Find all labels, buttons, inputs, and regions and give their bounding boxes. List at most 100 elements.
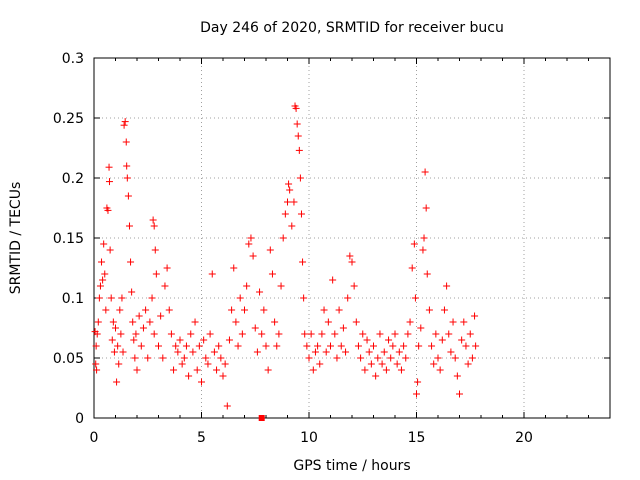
data-point bbox=[151, 246, 159, 254]
data-point bbox=[262, 342, 270, 350]
data-point bbox=[132, 330, 140, 338]
data-point bbox=[468, 354, 476, 362]
data-point bbox=[110, 348, 118, 356]
data-point bbox=[101, 270, 109, 278]
data-point bbox=[277, 282, 285, 290]
data-point bbox=[464, 360, 472, 368]
data-point bbox=[178, 360, 186, 368]
data-point bbox=[421, 168, 429, 176]
data-point bbox=[174, 348, 182, 356]
data-point bbox=[228, 306, 236, 314]
data-point bbox=[451, 354, 459, 362]
data-point bbox=[155, 342, 162, 350]
data-point bbox=[185, 372, 193, 380]
data-point bbox=[191, 318, 199, 326]
data-point bbox=[108, 336, 116, 344]
y-tick-label: 0.1 bbox=[62, 291, 84, 307]
data-point bbox=[285, 180, 293, 188]
data-point bbox=[466, 330, 474, 338]
y-tick-label: 0.15 bbox=[53, 231, 84, 247]
data-point bbox=[359, 330, 367, 338]
data-point bbox=[324, 318, 332, 326]
data-point bbox=[389, 342, 397, 350]
data-point bbox=[314, 342, 322, 350]
data-point bbox=[131, 354, 139, 362]
data-point bbox=[339, 324, 347, 332]
data-point bbox=[268, 270, 276, 278]
data-point bbox=[286, 186, 294, 194]
data-point bbox=[202, 354, 210, 362]
data-point bbox=[344, 294, 352, 302]
data-point bbox=[121, 118, 129, 126]
data-point bbox=[128, 288, 136, 296]
data-point bbox=[93, 330, 101, 338]
data-point bbox=[195, 342, 203, 350]
data-point bbox=[219, 372, 227, 380]
data-point bbox=[208, 270, 216, 278]
data-point bbox=[123, 162, 131, 170]
data-point bbox=[472, 342, 480, 350]
data-point bbox=[149, 216, 157, 224]
data-point bbox=[122, 138, 130, 146]
data-point bbox=[118, 294, 126, 302]
data-point bbox=[256, 288, 264, 296]
data-point-outlier bbox=[258, 415, 265, 421]
data-point bbox=[445, 330, 453, 338]
data-point bbox=[376, 330, 384, 338]
data-point bbox=[348, 258, 356, 266]
data-point bbox=[400, 342, 408, 350]
data-point bbox=[92, 360, 100, 368]
data-point bbox=[251, 324, 259, 332]
data-point bbox=[193, 366, 201, 374]
data-point bbox=[95, 294, 103, 302]
data-point bbox=[380, 348, 388, 356]
data-point bbox=[460, 318, 468, 326]
data-point bbox=[93, 366, 101, 374]
data-point bbox=[309, 366, 317, 374]
data-point bbox=[139, 324, 147, 332]
y-tick-label: 0.3 bbox=[62, 51, 84, 67]
data-point bbox=[115, 360, 123, 368]
data-point bbox=[393, 360, 401, 368]
x-tick-label: 5 bbox=[197, 430, 206, 446]
data-point bbox=[144, 354, 152, 362]
data-point bbox=[223, 402, 231, 410]
data-point bbox=[284, 198, 291, 206]
data-point bbox=[471, 312, 479, 320]
data-point bbox=[297, 210, 305, 218]
data-point bbox=[120, 121, 128, 129]
data-point bbox=[305, 354, 313, 362]
data-point bbox=[425, 306, 433, 314]
data-point bbox=[241, 306, 248, 314]
data-point bbox=[225, 336, 233, 344]
data-point bbox=[210, 348, 218, 356]
data-point bbox=[316, 360, 324, 368]
y-tick-label: 0.05 bbox=[53, 351, 84, 367]
data-point bbox=[200, 336, 208, 344]
data-point bbox=[300, 294, 308, 302]
data-point bbox=[410, 240, 418, 248]
data-point bbox=[165, 306, 173, 314]
axis-ticks: 0 5 10 15 20 0 0.05 0.1 0.15 0.2 0.25 0.3 bbox=[53, 51, 610, 446]
data-point bbox=[258, 330, 266, 338]
data-point bbox=[447, 348, 455, 356]
data-point bbox=[404, 330, 412, 338]
data-point bbox=[204, 360, 212, 368]
data-point bbox=[102, 306, 110, 314]
data-point bbox=[182, 342, 190, 350]
data-point bbox=[440, 306, 448, 314]
data-point bbox=[260, 306, 268, 314]
data-point bbox=[125, 222, 133, 230]
data-point bbox=[105, 178, 113, 186]
data-point bbox=[163, 264, 171, 272]
data-point bbox=[152, 270, 160, 278]
data-point bbox=[318, 330, 326, 338]
data-point bbox=[94, 318, 102, 326]
data-point bbox=[148, 294, 156, 302]
data-point bbox=[119, 348, 127, 356]
data-point bbox=[266, 246, 274, 254]
data-point bbox=[124, 192, 132, 200]
data-point bbox=[127, 258, 135, 266]
